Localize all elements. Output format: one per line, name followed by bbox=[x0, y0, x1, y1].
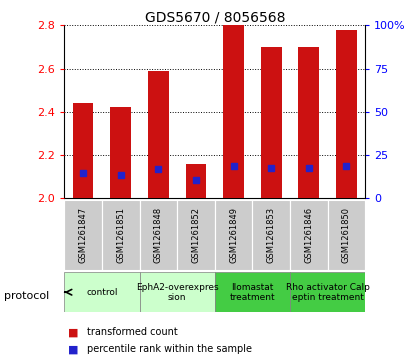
Bar bbox=[298, 47, 319, 198]
Title: GDS5670 / 8056568: GDS5670 / 8056568 bbox=[144, 10, 285, 24]
Text: Rho activator Calp
eptin treatment: Rho activator Calp eptin treatment bbox=[286, 282, 369, 302]
Text: GSM1261849: GSM1261849 bbox=[229, 207, 238, 263]
Bar bbox=[336, 30, 357, 198]
Bar bbox=[139, 200, 177, 270]
Bar bbox=[64, 200, 102, 270]
Text: percentile rank within the sample: percentile rank within the sample bbox=[87, 344, 252, 354]
Bar bbox=[110, 107, 131, 198]
Bar bbox=[215, 272, 290, 312]
Text: GSM1261853: GSM1261853 bbox=[267, 207, 276, 263]
Text: EphA2-overexpres
sion: EphA2-overexpres sion bbox=[136, 282, 218, 302]
Text: protocol: protocol bbox=[4, 291, 49, 301]
Text: ■: ■ bbox=[68, 327, 79, 337]
Text: GSM1261852: GSM1261852 bbox=[191, 207, 200, 263]
Bar bbox=[177, 200, 215, 270]
Text: GSM1261846: GSM1261846 bbox=[304, 207, 313, 263]
Text: GSM1261851: GSM1261851 bbox=[116, 207, 125, 263]
Bar bbox=[215, 200, 252, 270]
Bar bbox=[73, 103, 93, 198]
Text: control: control bbox=[86, 288, 118, 297]
Bar bbox=[102, 200, 139, 270]
Bar bbox=[64, 272, 139, 312]
Text: GSM1261850: GSM1261850 bbox=[342, 207, 351, 263]
Text: GSM1261848: GSM1261848 bbox=[154, 207, 163, 263]
Bar bbox=[290, 272, 365, 312]
Bar bbox=[139, 272, 215, 312]
Bar bbox=[261, 47, 281, 198]
Text: transformed count: transformed count bbox=[87, 327, 178, 337]
Bar bbox=[223, 25, 244, 198]
Bar bbox=[186, 164, 206, 198]
Bar bbox=[252, 200, 290, 270]
Bar bbox=[327, 200, 365, 270]
Text: llomastat
treatment: llomastat treatment bbox=[229, 282, 275, 302]
Bar bbox=[290, 200, 327, 270]
Bar bbox=[148, 71, 168, 198]
Text: ■: ■ bbox=[68, 344, 79, 354]
Text: GSM1261847: GSM1261847 bbox=[78, 207, 88, 263]
